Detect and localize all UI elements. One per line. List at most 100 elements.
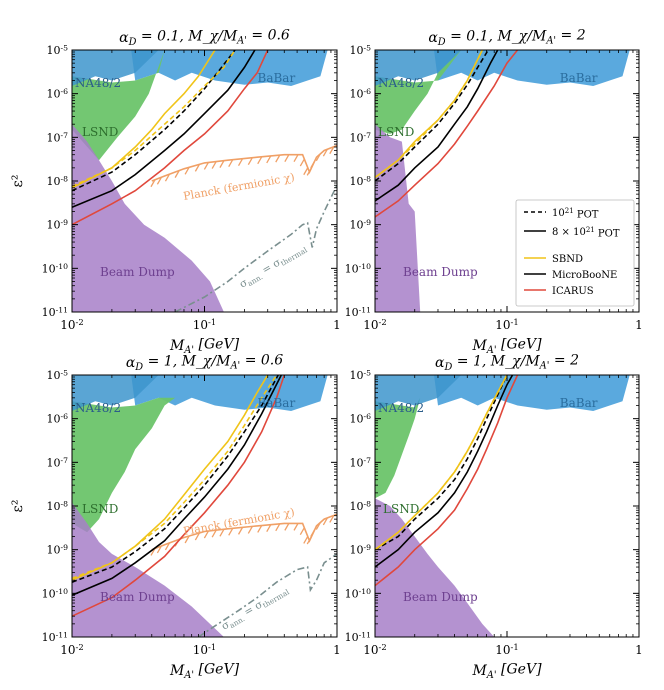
planck-hatch: [266, 524, 272, 532]
y-tick-label: 10-5: [47, 44, 69, 57]
legend-label: 1021 POT: [552, 207, 599, 221]
planck-hatch: [284, 523, 290, 531]
babar-label: BaBar: [560, 71, 598, 85]
y-tick-label: 10-9: [47, 218, 69, 231]
y-tick-label: 10-10: [42, 587, 68, 600]
x-tick-label: 10-2: [363, 642, 386, 657]
y-tick-label: 10-9: [350, 218, 372, 231]
microboone-1e21-curve: [375, 375, 508, 551]
legend-label: MicroBooNE: [552, 270, 617, 281]
planck-hatch: [164, 173, 171, 182]
microboone-1e21-curve: [72, 50, 236, 192]
y-tick-label: 10-11: [42, 306, 68, 319]
planck-hatch: [299, 527, 305, 536]
lsnd-label: LSND: [378, 125, 414, 139]
y-tick-label: 10-6: [47, 412, 69, 425]
beamdump-label: Beam Dump: [403, 590, 478, 604]
planck-hatch: [219, 528, 225, 537]
beamdump-label: Beam Dump: [100, 590, 175, 604]
babar-label: BaBar: [258, 71, 296, 85]
babar-label: BaBar: [560, 396, 598, 410]
beamdump-label: Beam Dump: [403, 265, 478, 279]
planck-hatch: [303, 167, 309, 176]
planck-hatch: [284, 154, 290, 163]
na48-region: [72, 375, 159, 411]
planck-hatch: [203, 162, 209, 170]
x-tick-label: 1: [635, 318, 643, 332]
planck-hatch: [237, 527, 244, 535]
y-axis-label: ε²: [10, 175, 26, 188]
icarus-8e21-curve: [72, 375, 286, 617]
plot-area: [375, 50, 630, 312]
x-tick-label: 10-1: [495, 642, 518, 657]
x-tick-label: 1: [333, 318, 341, 332]
y-tick-label: 10-5: [47, 369, 69, 382]
x-tick-label: 10-2: [363, 317, 386, 332]
planck-hatch: [310, 529, 316, 537]
plot-area: [375, 375, 630, 637]
na48-label: NA48/2: [75, 76, 121, 90]
na48-region: [72, 50, 159, 86]
lsnd-region: [72, 50, 165, 161]
y-tick-label: 10-11: [345, 631, 371, 644]
y-tick-label: 10-8: [47, 500, 69, 513]
planck-hatch: [247, 526, 253, 534]
y-tick-label: 10-8: [47, 175, 69, 188]
y-tick-label: 10-5: [350, 369, 372, 382]
y-tick-label: 10-10: [345, 262, 371, 275]
y-tick-label: 10-6: [47, 87, 69, 100]
panel-1: BaBar NA48/2 LSND Beam Dump Planck (fermioni…: [10, 27, 341, 355]
lsnd-region: [375, 397, 421, 499]
planck-hatch: [194, 164, 200, 172]
planck-hatch: [184, 167, 190, 175]
y-tick-label: 10-6: [350, 87, 372, 100]
legend-label: 8 × 1021 POT: [552, 226, 620, 240]
x-tick-label: 10-1: [193, 642, 216, 657]
microboone-1e21-curve: [375, 50, 489, 182]
planck-hatch: [184, 535, 190, 544]
planck-hatch: [150, 548, 156, 556]
sbnd-8e21-curve: [375, 375, 508, 551]
planck-hatch: [156, 176, 162, 185]
beamdump-region: [375, 124, 421, 312]
babar-region: [131, 375, 328, 411]
y-tick-label: 10-11: [42, 631, 68, 644]
x-axis-label: MA' [GeV]: [471, 662, 542, 681]
x-tick-label: 10-2: [60, 317, 83, 332]
legend-label: SBND: [552, 254, 583, 265]
beamdump-region: [375, 498, 495, 637]
y-tick-label: 10-9: [350, 543, 372, 556]
x-axis-label: MA' [GeV]: [169, 337, 240, 356]
planck-hatch: [228, 159, 234, 168]
legend-box: [515, 199, 635, 307]
planck-hatch: [164, 542, 171, 551]
panel-title: αD = 0.1, M_χ/MA' = 0.6: [119, 27, 290, 47]
y-tick-label: 10-9: [47, 543, 69, 556]
y-tick-label: 10-7: [47, 456, 69, 469]
y-tick-label: 10-7: [350, 456, 372, 469]
planck-hatch: [293, 523, 299, 531]
planck-hatch: [150, 179, 156, 188]
icarus-8e21-curve: [375, 375, 519, 587]
planck-hatch: [306, 168, 312, 176]
lsnd-label: LSND: [383, 502, 419, 516]
planck-hatch: [257, 525, 263, 533]
x-axis-label: MA' [GeV]: [471, 337, 542, 356]
planck-hatch: [293, 154, 299, 163]
na48-region: [375, 50, 462, 86]
planck-hatch: [247, 157, 253, 166]
planck-hatch: [322, 517, 328, 526]
planck-hatch: [237, 158, 244, 167]
icarus-8e21-curve: [375, 50, 519, 218]
y-tick-label: 10-8: [350, 175, 372, 188]
beamdump-region: [72, 124, 224, 312]
y-tick-label: 10-11: [345, 306, 371, 319]
lsnd-label: LSND: [82, 502, 118, 516]
planck-hatch: [310, 160, 316, 169]
y-tick-label: 10-7: [350, 131, 372, 144]
babar-region: [131, 50, 328, 86]
y-tick-label: 10-5: [350, 44, 372, 57]
microboone-8e21-curve: [375, 50, 499, 202]
